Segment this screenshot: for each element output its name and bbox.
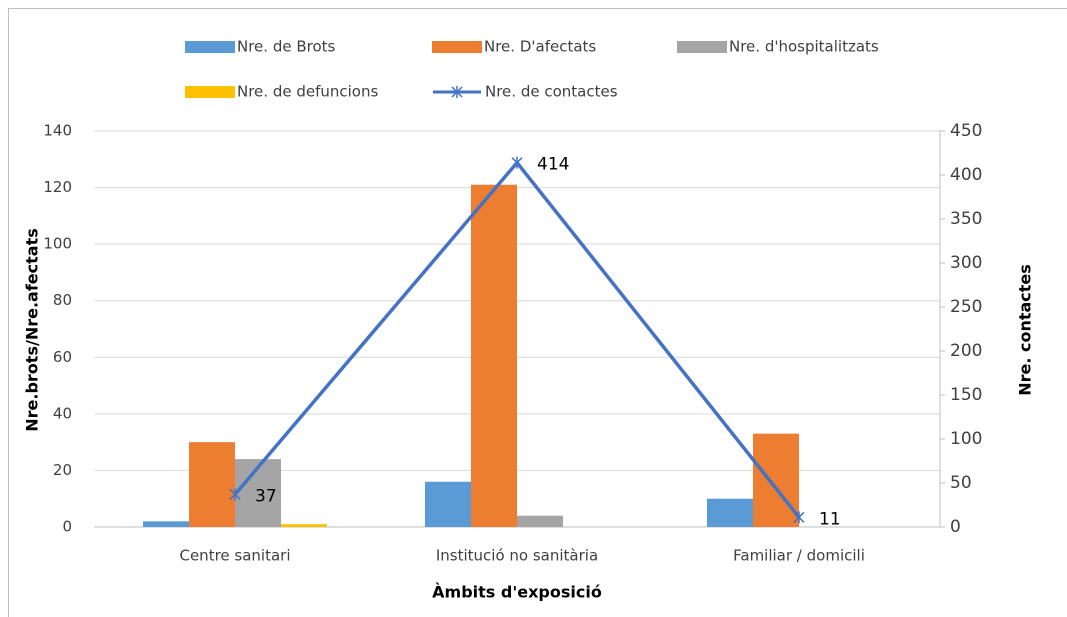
bar [235, 459, 281, 527]
y-tick-label: 20 [53, 461, 72, 479]
legend-label: Nre. d'hospitalitzats [729, 38, 879, 56]
bar [707, 498, 753, 527]
data-label: 37 [255, 486, 277, 506]
line-marker [511, 156, 523, 169]
y-tick-label: 0 [62, 518, 72, 536]
legend-marker [451, 86, 463, 98]
y-tick-label: 40 [53, 404, 72, 422]
bar [425, 481, 471, 527]
y2-axis-title: Nre. contactes [1016, 264, 1035, 396]
bar [189, 442, 235, 527]
legend-swatch [185, 86, 235, 98]
bar [753, 433, 799, 527]
y2-tick-label: 200 [950, 341, 982, 361]
y2-tick-label: 100 [950, 429, 982, 449]
data-label: 414 [537, 155, 569, 175]
data-label: 11 [819, 509, 841, 529]
y2-tick-label: 150 [950, 385, 982, 405]
legend-label: Nre. de Brots [237, 38, 336, 56]
x-tick-label: Institució no sanitària [436, 547, 598, 565]
y-tick-label: 100 [43, 235, 72, 253]
bar [143, 521, 189, 527]
y2-tick-label: 50 [950, 473, 972, 493]
y2-tick-label: 300 [950, 253, 982, 273]
y-tick-label: 80 [53, 291, 72, 309]
legend-swatch [677, 41, 727, 53]
chart-frame [8, 8, 1067, 617]
legend-label: Nre. de contactes [485, 83, 618, 101]
line-marker [793, 511, 805, 524]
bar [281, 524, 327, 527]
y-tick-label: 60 [53, 348, 72, 366]
y2-tick-label: 450 [950, 121, 982, 141]
line-marker [229, 488, 241, 501]
y2-tick-label: 400 [950, 165, 982, 185]
x-tick-label: Centre sanitari [179, 547, 290, 565]
legend-swatch [185, 41, 235, 53]
legend-label: Nre. D'afectats [484, 38, 596, 56]
y2-tick-label: 250 [950, 297, 982, 317]
y2-tick-label: 0 [950, 517, 961, 537]
y-axis-title: Nre.brots/Nre.afectats [23, 228, 42, 431]
bar [471, 184, 517, 527]
x-axis-title: Àmbits d'exposició [432, 583, 602, 602]
x-tick-label: Familiar / domicili [733, 547, 865, 565]
legend-swatch [432, 41, 482, 53]
bar [517, 515, 563, 527]
y-tick-label: 140 [43, 122, 72, 140]
y-tick-label: 120 [43, 178, 72, 196]
y2-tick-label: 350 [950, 209, 982, 229]
legend-label: Nre. de defuncions [237, 83, 378, 101]
